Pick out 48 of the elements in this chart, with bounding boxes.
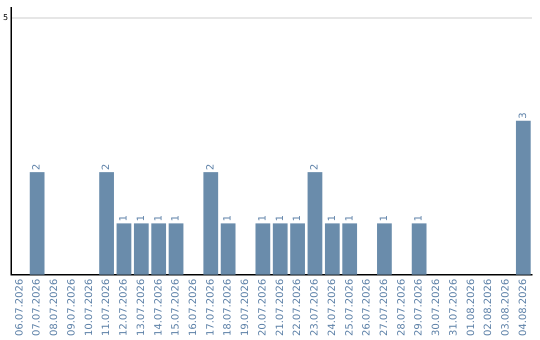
x-tick-label: 03.08.2026: [500, 278, 512, 336]
x-tick-label: 27.07.2026: [379, 278, 390, 336]
data-label: 1: [292, 215, 304, 222]
x-tick-label: 30.07.2026: [431, 278, 442, 336]
x-tick-label: 08.07.2026: [49, 278, 60, 336]
x-tick-label: 21.07.2026: [274, 278, 286, 336]
data-label: 1: [170, 215, 182, 222]
x-tick-label: 18.07.2026: [222, 278, 234, 336]
x-tick-label: 17.07.2026: [205, 278, 216, 336]
data-label: 1: [344, 215, 356, 222]
x-tick-label: 06.07.2026: [14, 278, 26, 336]
x-tick-label: 29.07.2026: [414, 278, 425, 336]
x-tick-label: 24.07.2026: [326, 278, 338, 336]
x-tick-label: 23.07.2026: [310, 278, 321, 336]
data-label: 2: [32, 164, 43, 170]
x-tick-label: 28.07.2026: [396, 278, 408, 336]
x-tick-label: 14.07.2026: [153, 278, 164, 336]
x-tick-label: 04.08.2026: [518, 278, 529, 336]
data-label: 1: [136, 215, 147, 222]
x-tick-label: 16.07.2026: [188, 278, 199, 336]
data-label: 1: [326, 215, 338, 222]
y-tick-label: 5: [2, 13, 8, 22]
x-tick-label: 07.07.2026: [32, 278, 43, 336]
x-tick-label: 25.07.2026: [344, 278, 356, 336]
x-tick-label: 20.07.2026: [257, 278, 268, 336]
data-label: 2: [101, 164, 112, 170]
data-label: 1: [153, 215, 164, 222]
data-label: 3: [518, 112, 529, 119]
data-label: 1: [222, 215, 234, 222]
data-label: 1: [414, 215, 425, 222]
data-label: 1: [274, 215, 286, 222]
data-label: 1: [257, 215, 268, 222]
data-label: 1: [379, 215, 390, 222]
x-tick-label: 26.07.2026: [362, 278, 373, 336]
x-tick-label: 01.08.2026: [466, 278, 477, 336]
x-tick-label: 09.07.2026: [66, 278, 78, 336]
x-tick-label: 11.07.2026: [101, 278, 112, 336]
x-tick-label: 22.07.2026: [292, 278, 304, 336]
data-label: 2: [310, 164, 321, 170]
x-tick-label: 12.07.2026: [118, 278, 130, 336]
x-tick-label: 02.08.2026: [483, 278, 494, 336]
x-tick-label: 10.07.2026: [84, 278, 95, 336]
x-tick-label: 13.07.2026: [136, 278, 147, 336]
x-tick-label: 15.07.2026: [170, 278, 182, 336]
x-tick-label: 31.07.2026: [448, 278, 460, 336]
data-label: 2: [205, 164, 216, 170]
x-tick-label: 19.07.2026: [240, 278, 252, 336]
data-label: 1: [118, 215, 130, 222]
